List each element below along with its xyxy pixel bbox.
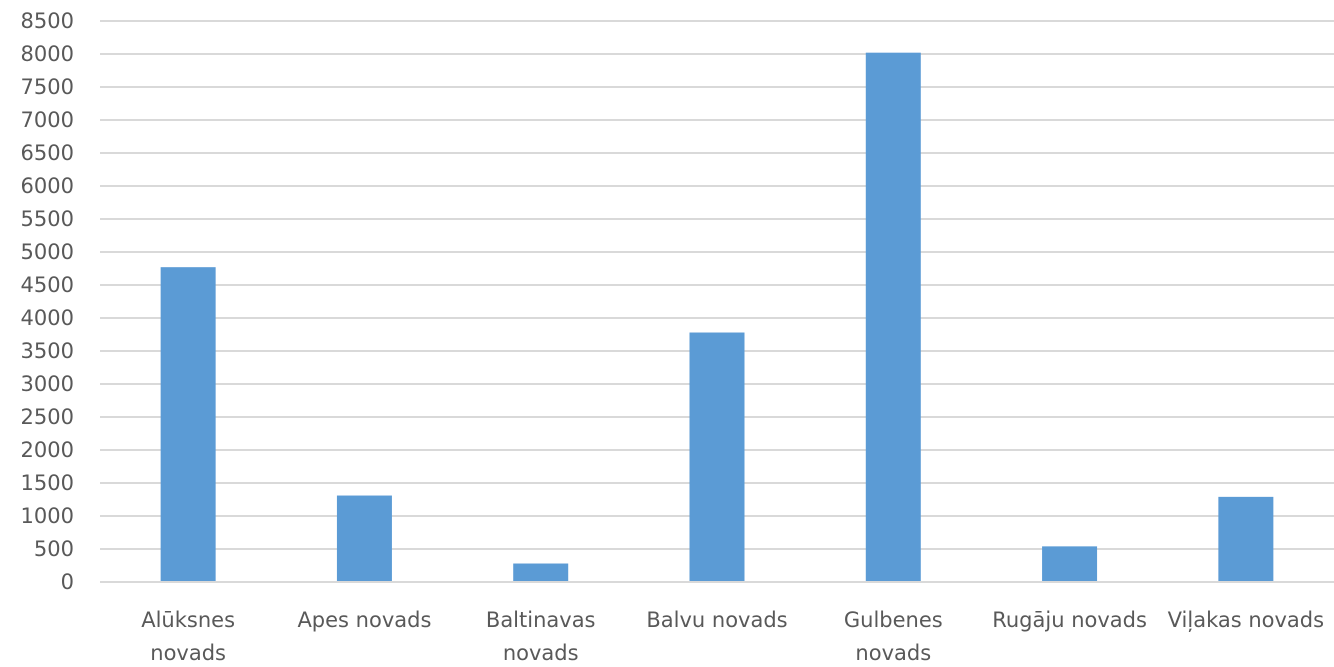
y-tick-label: 8000 [21, 42, 74, 66]
y-tick-label: 3500 [21, 339, 74, 363]
y-tick-label: 2000 [21, 438, 74, 462]
y-tick-label: 7000 [21, 108, 74, 132]
y-tick-label: 500 [34, 537, 74, 561]
x-category-label-line: Balvu novads [646, 608, 787, 632]
x-axis-category-labels: Alūksnes novads Apes novads Baltinavas novad… [141, 608, 1324, 665]
y-tick-label: 3000 [21, 372, 74, 396]
y-tick-label: 7500 [21, 75, 74, 99]
x-category-label-line: Alūksnes [141, 608, 235, 632]
y-tick-label: 0 [61, 570, 74, 594]
y-tick-label: 5500 [21, 207, 74, 231]
x-category-label-line: novads [855, 641, 931, 665]
x-category-label-line: Viļakas novads [1168, 608, 1324, 632]
x-category-label-line: Baltinavas [486, 608, 596, 632]
y-tick-label: 1500 [21, 471, 74, 495]
bar [513, 563, 569, 582]
x-category-label-line: Rugāju novads [992, 608, 1147, 632]
y-tick-label: 8500 [21, 9, 74, 33]
y-tick-label: 4000 [21, 306, 74, 330]
x-category-label-line: Gulbenes [844, 608, 943, 632]
x-category-label-line: Apes novads [297, 608, 431, 632]
bar [865, 52, 921, 583]
y-axis-tick-labels: 0 500 1000 1500 2000 2500 3000 3500 4000 4500 5000… [21, 9, 74, 594]
bar [1218, 496, 1274, 582]
y-tick-label: 4500 [21, 273, 74, 297]
x-category-label: Apes novads [297, 608, 431, 632]
bar [689, 332, 745, 582]
y-tick-label: 5000 [21, 240, 74, 264]
x-category-label: Alūksnes novads [141, 608, 235, 665]
x-category-label: Balvu novads [646, 608, 787, 632]
x-category-label: Viļakas novads [1168, 608, 1324, 632]
x-category-label: Baltinavas novads [486, 608, 596, 665]
x-category-label-line: novads [503, 641, 579, 665]
y-tick-label: 6500 [21, 141, 74, 165]
y-tick-label: 1000 [21, 504, 74, 528]
bar [336, 495, 392, 582]
bars [160, 52, 1274, 583]
y-tick-label: 2500 [21, 405, 74, 429]
bar [1042, 546, 1098, 582]
x-category-label-line: novads [150, 641, 226, 665]
bar [160, 267, 216, 582]
x-category-label: Gulbenes novads [844, 608, 943, 665]
y-tick-label: 6000 [21, 174, 74, 198]
x-category-label: Rugāju novads [992, 608, 1147, 632]
